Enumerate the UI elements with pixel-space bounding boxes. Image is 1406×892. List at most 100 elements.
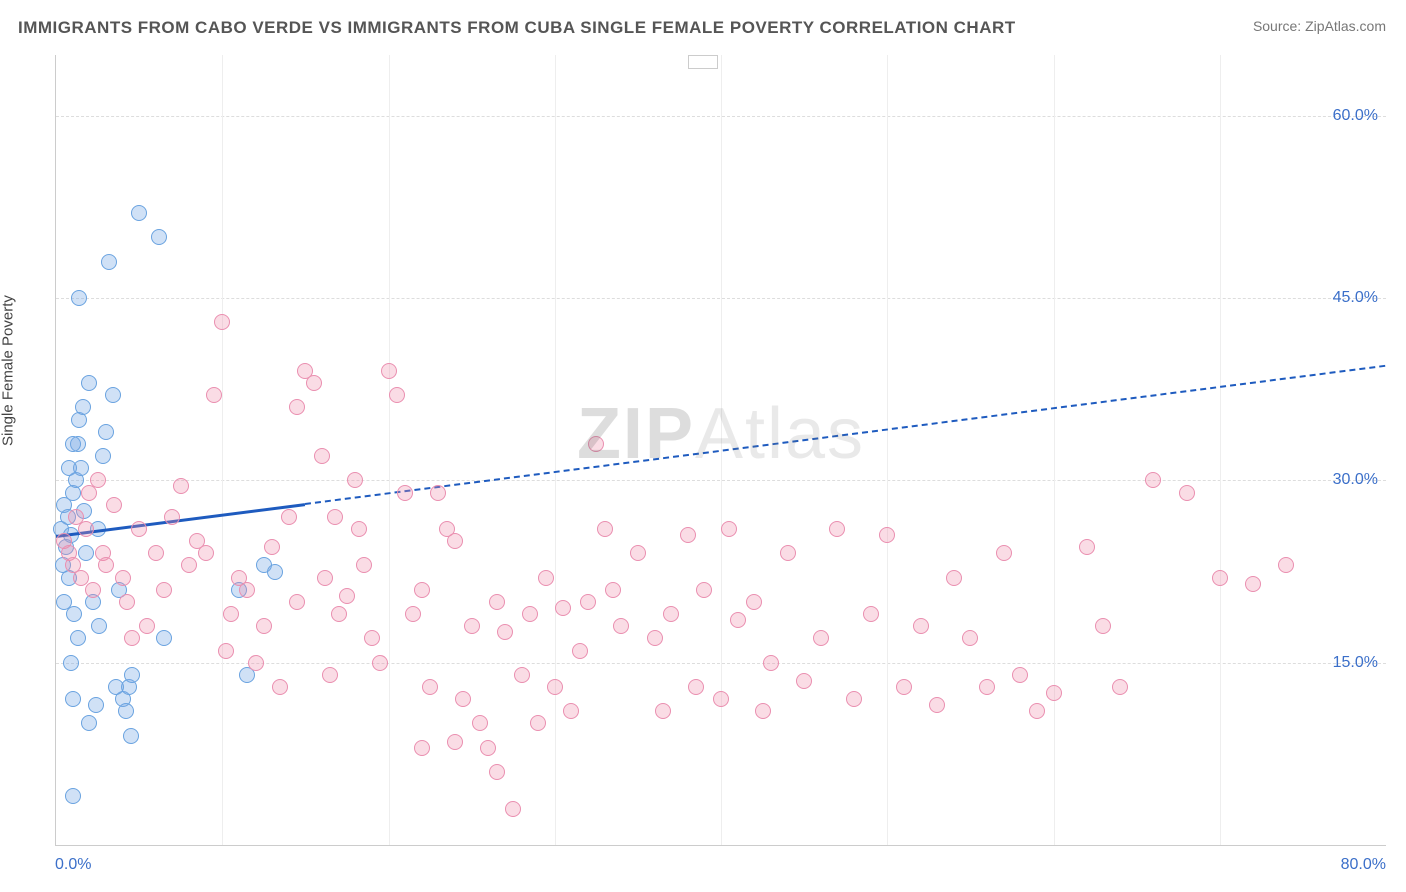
scatter-point — [106, 497, 122, 513]
scatter-point — [846, 691, 862, 707]
scatter-point — [131, 521, 147, 537]
scatter-point — [1046, 685, 1062, 701]
scatter-point — [331, 606, 347, 622]
scatter-point — [372, 655, 388, 671]
scatter-point — [381, 363, 397, 379]
scatter-point — [497, 624, 513, 640]
scatter-point — [98, 424, 114, 440]
scatter-point — [148, 545, 164, 561]
scatter-point — [364, 630, 380, 646]
scatter-point — [327, 509, 343, 525]
scatter-point — [181, 557, 197, 573]
scatter-point — [91, 618, 107, 634]
scatter-point — [655, 703, 671, 719]
scatter-point — [879, 527, 895, 543]
scatter-point — [81, 375, 97, 391]
scatter-point — [405, 606, 421, 622]
scatter-point — [281, 509, 297, 525]
scatter-point — [124, 630, 140, 646]
scatter-point — [755, 703, 771, 719]
scatter-point — [356, 557, 372, 573]
y-axis-label: Single Female Poverty — [0, 295, 17, 446]
scatter-point — [929, 697, 945, 713]
y-tick-label: 15.0% — [1333, 654, 1378, 672]
y-tick-label: 45.0% — [1333, 289, 1378, 307]
trend-line — [56, 503, 306, 538]
scatter-point — [139, 618, 155, 634]
scatter-point — [1112, 679, 1128, 695]
x-max-label: 80.0% — [1341, 856, 1386, 874]
scatter-point — [1212, 570, 1228, 586]
scatter-point — [796, 673, 812, 689]
scatter-point — [696, 582, 712, 598]
scatter-point — [522, 606, 538, 622]
scatter-point — [1029, 703, 1045, 719]
scatter-point — [1179, 485, 1195, 501]
scatter-point — [306, 375, 322, 391]
scatter-point — [289, 594, 305, 610]
scatter-point — [198, 545, 214, 561]
gridline-v — [887, 55, 888, 845]
scatter-point — [780, 545, 796, 561]
scatter-point — [630, 545, 646, 561]
scatter-point — [996, 545, 1012, 561]
scatter-point — [90, 472, 106, 488]
scatter-point — [588, 436, 604, 452]
scatter-point — [85, 582, 101, 598]
scatter-point — [264, 539, 280, 555]
scatter-point — [414, 582, 430, 598]
scatter-point — [397, 485, 413, 501]
scatter-point — [721, 521, 737, 537]
scatter-point — [248, 655, 264, 671]
scatter-point — [647, 630, 663, 646]
gridline-v — [555, 55, 556, 845]
correlation-legend — [688, 55, 718, 69]
scatter-point — [56, 594, 72, 610]
scatter-point — [78, 545, 94, 561]
scatter-point — [61, 460, 77, 476]
scatter-point — [572, 643, 588, 659]
scatter-point — [115, 570, 131, 586]
scatter-point — [1145, 472, 1161, 488]
gridline-v — [1220, 55, 1221, 845]
scatter-point — [239, 582, 255, 598]
scatter-point — [108, 679, 124, 695]
scatter-point — [455, 691, 471, 707]
y-tick-label: 60.0% — [1333, 107, 1378, 125]
scatter-point — [913, 618, 929, 634]
scatter-point — [63, 655, 79, 671]
scatter-point — [206, 387, 222, 403]
scatter-point — [946, 570, 962, 586]
plot-area: ZIPAtlas 15.0%30.0%45.0%60.0% — [55, 55, 1386, 846]
scatter-point — [131, 205, 147, 221]
chart-source: Source: ZipAtlas.com — [1253, 18, 1386, 34]
scatter-point — [214, 314, 230, 330]
chart-container: IMMIGRANTS FROM CABO VERDE VS IMMIGRANTS… — [0, 0, 1406, 892]
scatter-point — [156, 582, 172, 598]
scatter-point — [447, 533, 463, 549]
scatter-point — [223, 606, 239, 622]
scatter-point — [101, 254, 117, 270]
scatter-point — [1012, 667, 1028, 683]
scatter-point — [555, 600, 571, 616]
scatter-point — [389, 387, 405, 403]
scatter-point — [514, 667, 530, 683]
scatter-point — [530, 715, 546, 731]
scatter-point — [70, 630, 86, 646]
scatter-point — [95, 448, 111, 464]
gridline-v — [222, 55, 223, 845]
scatter-point — [464, 618, 480, 634]
scatter-point — [347, 472, 363, 488]
y-tick-label: 30.0% — [1333, 471, 1378, 489]
scatter-point — [1278, 557, 1294, 573]
scatter-point — [75, 399, 91, 415]
scatter-point — [422, 679, 438, 695]
scatter-point — [317, 570, 333, 586]
scatter-point — [272, 679, 288, 695]
scatter-point — [339, 588, 355, 604]
scatter-point — [713, 691, 729, 707]
scatter-point — [746, 594, 762, 610]
gridline-v — [389, 55, 390, 845]
scatter-point — [597, 521, 613, 537]
scatter-point — [267, 564, 283, 580]
